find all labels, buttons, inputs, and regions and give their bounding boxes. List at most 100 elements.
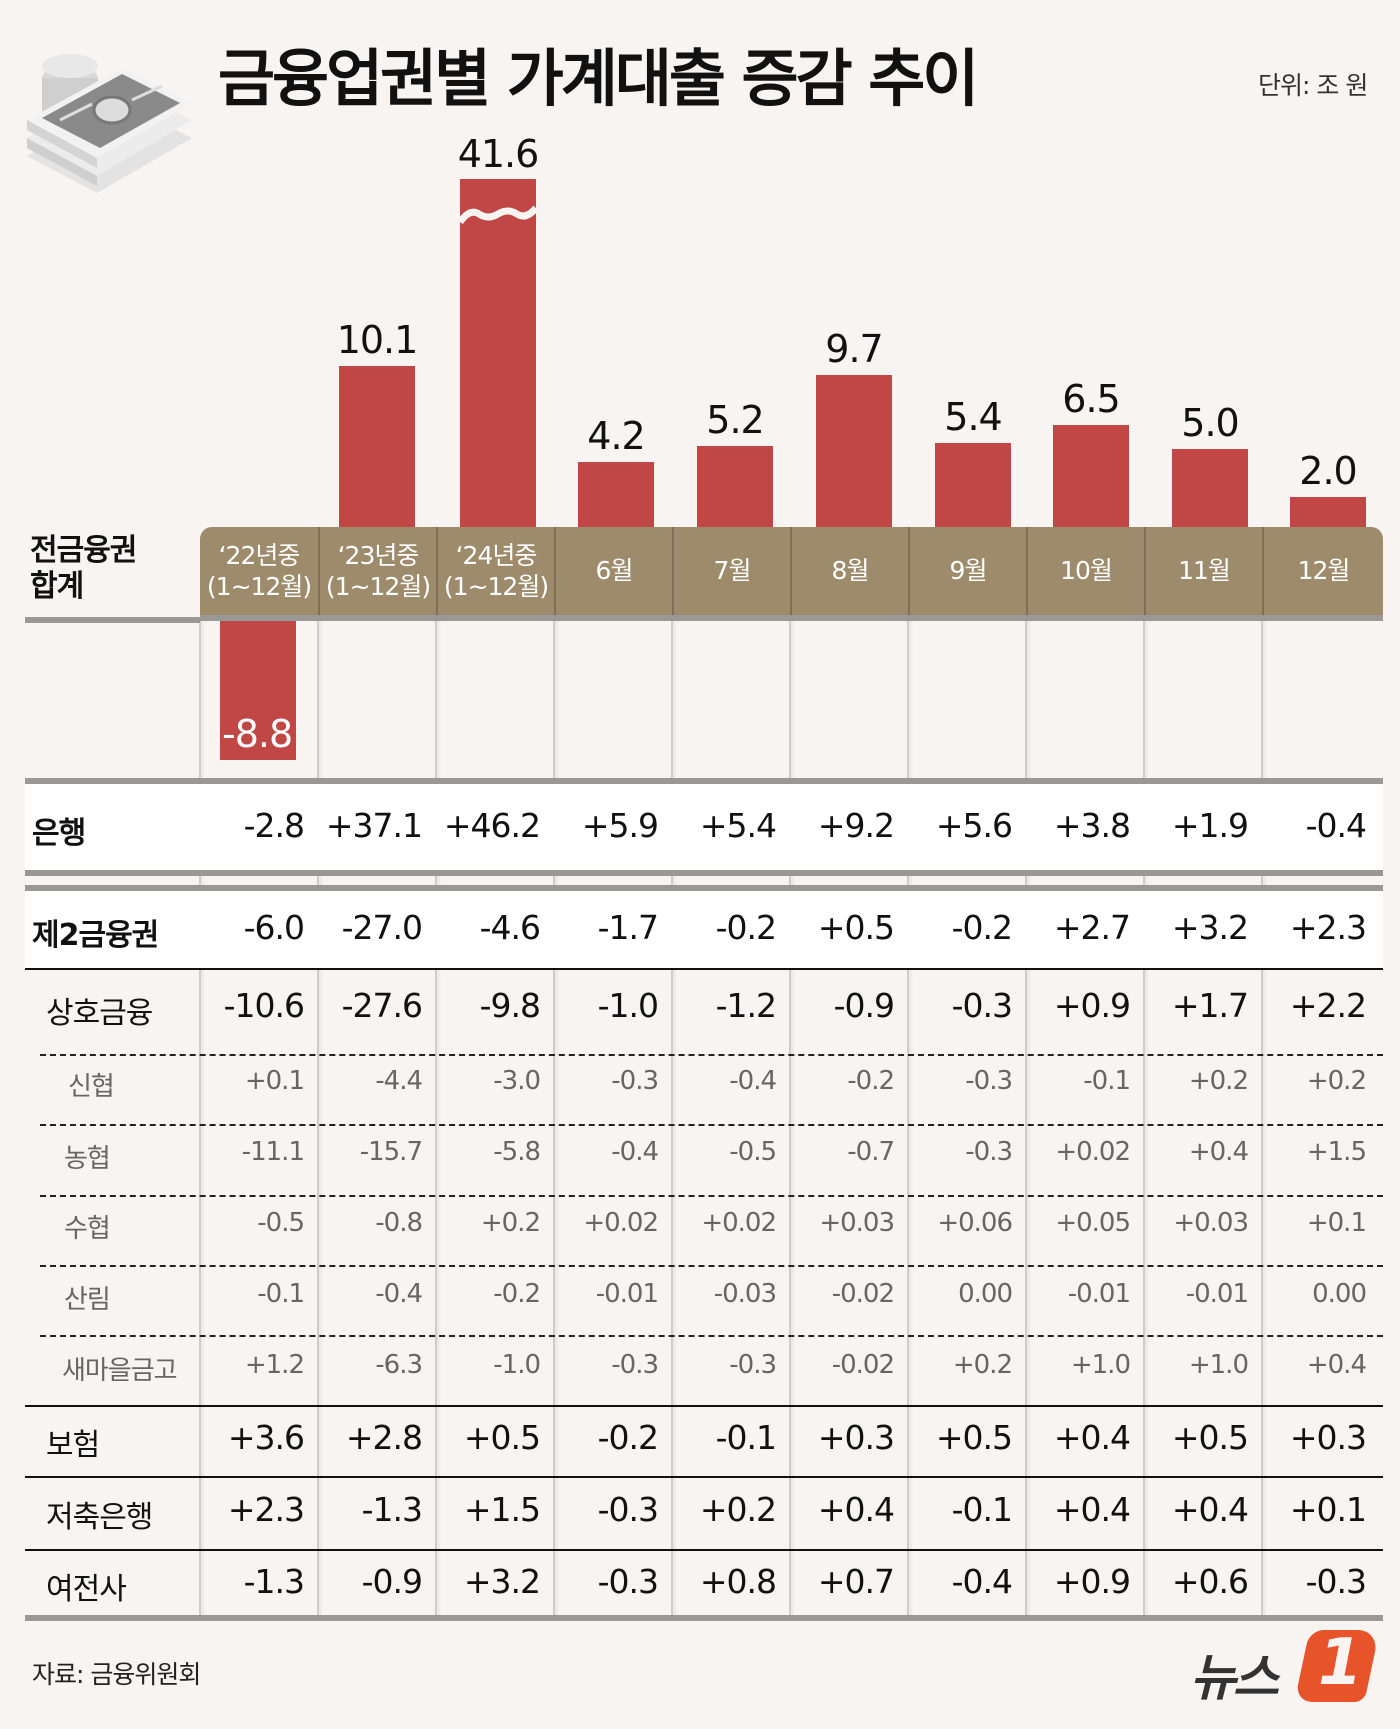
table-cell: -0.5 [257,1208,305,1238]
table-cell: +0.4 [1053,1490,1131,1529]
table-cell: +9.2 [817,806,895,845]
table-cell: -6.3 [375,1350,423,1380]
table-cell: +0.2 [952,1350,1013,1380]
table-cell: +0.1 [244,1066,305,1096]
table-cell: -0.02 [831,1350,895,1380]
table-cell: -0.3 [611,1066,659,1096]
bar-oct [1053,425,1129,527]
table-cell: -0.9 [833,986,895,1025]
total-label-line2: 합계 [30,569,84,604]
bar-value-label: -8.8 [222,712,293,756]
table-cell: +2.8 [345,1418,423,1457]
table-cell: +2.3 [1289,908,1367,947]
unit-label: 단위: 조 원 [1258,71,1368,100]
column-header-band: ‘22년중 (1~12월) ‘23년중 (1~12월) ‘24년중 (1~12월) 6… [200,527,1383,615]
table-cell: -9.8 [479,986,541,1025]
table-cell: -0.4 [729,1066,777,1096]
table-cell: +0.02 [1055,1137,1131,1167]
bar-value-label: 4.2 [587,414,645,458]
column-header: ‘23년중 (1~12월) [318,527,436,615]
table-cell: -0.7 [847,1137,895,1167]
table-cell: +0.4 [1053,1418,1131,1457]
column-header: 7월 [672,527,790,615]
table-cell: -0.2 [597,1418,659,1457]
bar-2023 [339,366,415,527]
table-cell: -0.1 [1083,1066,1131,1096]
axis-break-icon [460,205,536,225]
bar-2024 [460,179,536,527]
table-cell: -0.3 [965,1066,1013,1096]
table-cell: +0.05 [1055,1208,1131,1238]
table-cell: +0.5 [1171,1418,1249,1457]
table-cell: +1.0 [1070,1350,1131,1380]
table-cell: +0.1 [1306,1208,1367,1238]
table-rule-dashed [40,1335,1383,1337]
row-label: 신협 [68,1072,115,1102]
row-label: 산림 [64,1285,111,1315]
table-cell: +2.2 [1289,986,1367,1025]
table-cell: +0.2 [1306,1066,1367,1096]
table-cell: -0.2 [715,908,777,947]
table-rule [25,1405,1383,1407]
row-label: 저축은행 [46,1500,153,1535]
table-cell: +0.2 [480,1208,541,1238]
chart-title: 금융업권별 가계대출 증감 추이 [218,42,979,115]
table-cell: +2.7 [1053,908,1131,947]
column-header: ‘22년중 (1~12월) [206,540,312,601]
table-cell: +0.2 [1188,1066,1249,1096]
table-rule [25,1476,1383,1478]
table-cell: +0.02 [583,1208,659,1238]
column-divider [1261,617,1263,1617]
bar-jul [697,446,773,527]
table-cell: -1.0 [493,1350,541,1380]
row-label: 농협 [64,1144,111,1174]
bar-value-label: 10.1 [336,318,419,362]
bar-value-label: 5.0 [1181,401,1239,445]
table-cell: +0.3 [817,1418,895,1457]
table-rule-dashed [40,1054,1383,1056]
table-cell: -1.0 [597,986,659,1025]
column-divider [1143,617,1145,1617]
table-cell: +3.8 [1053,806,1131,845]
bar-value-label: 41.6 [457,132,540,176]
table-cell: +1.0 [1188,1350,1249,1380]
table-cell: -0.4 [951,1562,1013,1601]
table-cell: +0.4 [1188,1137,1249,1167]
table-cell: +0.6 [1171,1562,1249,1601]
table-cell: +0.1 [1289,1490,1367,1529]
column-header: 12월 [1262,527,1383,615]
column-header: 10월 [1026,527,1144,615]
table-rule [25,885,1383,891]
total-label-line1: 전금융권 [30,533,137,568]
table-cell: +0.5 [817,908,895,947]
table-cell: 0.00 [958,1279,1013,1309]
table-cell: -11.1 [241,1137,305,1167]
column-header: 11월 [1144,527,1262,615]
column-divider [789,617,791,1617]
column-header: ‘24년중 (1~12월) [436,527,554,615]
bar-nov [1172,449,1248,527]
bar-jun [578,462,654,527]
table-cell: +2.3 [227,1490,305,1529]
table-cell: -1.7 [597,908,659,947]
table-cell: -4.4 [375,1066,423,1096]
table-cell: -27.6 [341,986,423,1025]
column-divider [199,617,201,1617]
row-label: 은행 [32,816,86,851]
table-rule [25,1549,1383,1551]
table-cell: +0.02 [701,1208,777,1238]
row-label: 제2금융권 [32,918,159,953]
table-cell: -0.1 [951,1490,1013,1529]
table-cell: -0.9 [361,1562,423,1601]
table-cell: -0.03 [713,1279,777,1309]
table-cell: -27.0 [341,908,423,947]
table-cell: -0.3 [729,1350,777,1380]
column-divider [317,617,319,1617]
table-cell: -0.1 [715,1418,777,1457]
row-label: 새마을금고 [62,1356,178,1386]
table-cell: -0.3 [951,986,1013,1025]
table-rule [25,870,1383,876]
table-rule [25,778,1383,784]
column-divider [435,617,437,1617]
bar-value-label: 2.0 [1299,449,1357,493]
